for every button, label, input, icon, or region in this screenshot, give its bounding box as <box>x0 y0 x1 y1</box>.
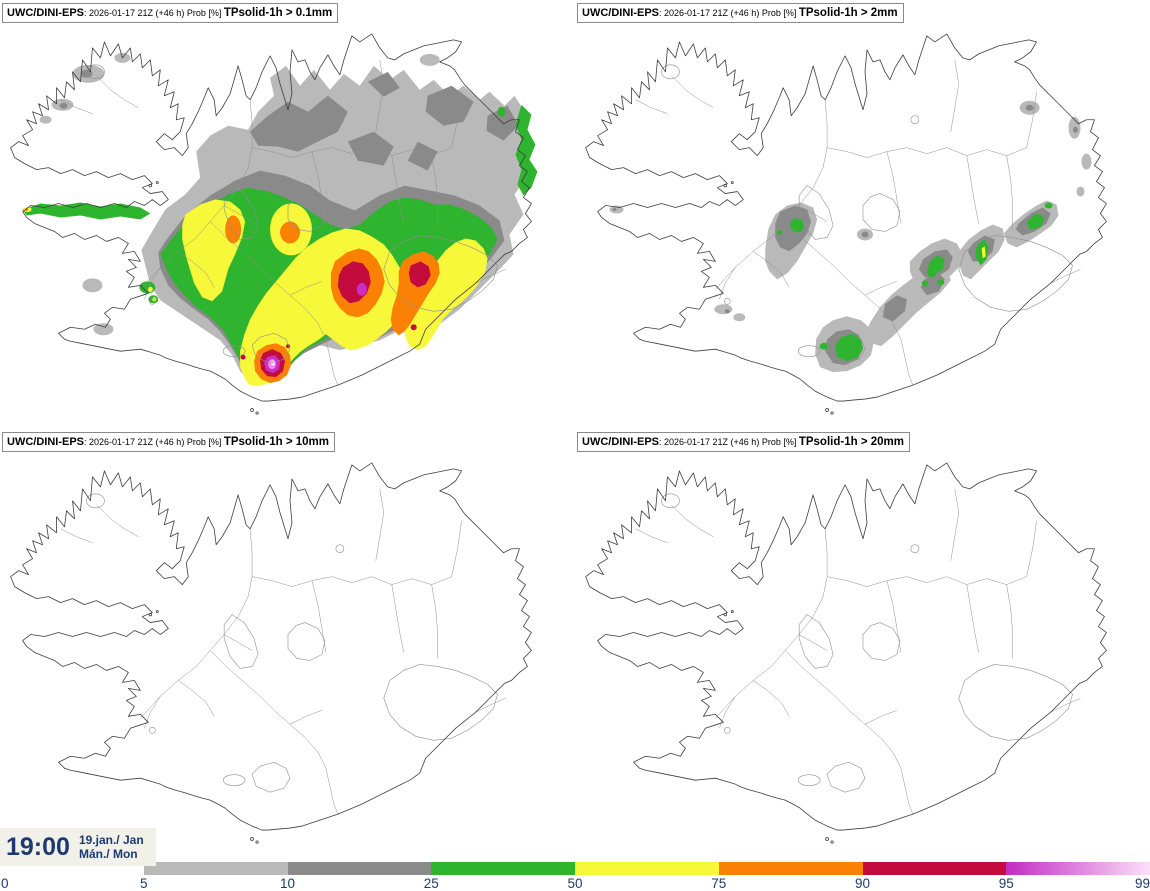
legend-tick-label: 0 <box>1 876 9 891</box>
probability-legend: 0 5 10 25 50 75 90 95 99 <box>0 862 1150 891</box>
threshold-label: TPsolid-1h > 20mm <box>798 436 904 448</box>
legend-segment-95-99 <box>1006 862 1150 875</box>
panel-prob-gt-10mm: UWC/DINI-EPS: 2026-01-17 21Z (+46 h) Pro… <box>0 429 575 858</box>
run-info: : 2026-01-17 21Z (+46 h) Prob [%] <box>84 437 224 447</box>
legend-tick-label: 50 <box>567 876 583 891</box>
model-name: UWC/DINI-EPS <box>7 7 84 19</box>
valid-date-line2: Mán./ Mon <box>78 847 138 861</box>
iceland-map <box>585 438 1107 844</box>
valid-date-line1: 19.jan./ Jan <box>78 833 144 847</box>
panel-title: UWC/DINI-EPS: 2026-01-17 21Z (+46 h) Pro… <box>577 432 910 452</box>
model-name: UWC/DINI-EPS <box>7 436 84 448</box>
run-info: : 2026-01-17 21Z (+46 h) Prob [%] <box>659 437 799 447</box>
iceland-map <box>10 438 532 844</box>
legend-segment-75-90 <box>718 862 863 875</box>
run-info: : 2026-01-17 21Z (+46 h) Prob [%] <box>84 8 224 18</box>
panel-prob-gt-2mm: UWC/DINI-EPS: 2026-01-17 21Z (+46 h) Pro… <box>575 0 1150 429</box>
legend-tick-label: 25 <box>423 876 439 891</box>
valid-time: 19:00 <box>6 832 70 861</box>
legend-tick-label: 10 <box>279 876 296 891</box>
iceland-map <box>585 9 1107 415</box>
iceland-map <box>10 9 538 415</box>
maps-grid: UWC/DINI-EPS: 2026-01-17 21Z (+46 h) Pro… <box>0 0 1150 858</box>
run-info: : 2026-01-17 21Z (+46 h) Prob [%] <box>659 8 799 18</box>
legend-segment-50-75 <box>575 862 719 875</box>
panel-title: UWC/DINI-EPS: 2026-01-17 21Z (+46 h) Pro… <box>2 432 335 452</box>
legend-tick-label: 5 <box>139 876 148 891</box>
legend-tick-label: 99 <box>1134 876 1150 891</box>
panel-prob-gt-0.1mm: UWC/DINI-EPS: 2026-01-17 21Z (+46 h) Pro… <box>0 0 575 429</box>
legend-segment-5-10 <box>143 862 288 875</box>
valid-date: 19.jan./ Jan Mán./ Mon <box>79 833 144 861</box>
threshold-label: TPsolid-1h > 10mm <box>223 436 329 448</box>
threshold-label: TPsolid-1h > 2mm <box>798 7 898 19</box>
threshold-label: TPsolid-1h > 0.1mm <box>223 7 333 19</box>
legend-segment-10-25 <box>287 862 432 875</box>
panel-title: UWC/DINI-EPS: 2026-01-17 21Z (+46 h) Pro… <box>2 3 339 23</box>
legend-bar <box>0 862 1150 875</box>
legend-tick-label: 95 <box>998 876 1014 891</box>
model-name: UWC/DINI-EPS <box>582 436 659 448</box>
panel-title: UWC/DINI-EPS: 2026-01-17 21Z (+46 h) Pro… <box>577 3 904 23</box>
time-display: 19:00 19.jan./ Jan Mán./ Mon <box>0 828 156 866</box>
legend-ticks: 0 5 10 25 50 75 90 95 99 <box>0 876 1150 891</box>
legend-tick-label: 90 <box>854 876 871 891</box>
legend-segment-25-50 <box>431 862 575 875</box>
model-name: UWC/DINI-EPS <box>582 7 659 19</box>
legend-segment-90-95 <box>862 862 1007 875</box>
panel-prob-gt-20mm: UWC/DINI-EPS: 2026-01-17 21Z (+46 h) Pro… <box>575 429 1150 858</box>
legend-tick-label: 75 <box>711 876 727 891</box>
